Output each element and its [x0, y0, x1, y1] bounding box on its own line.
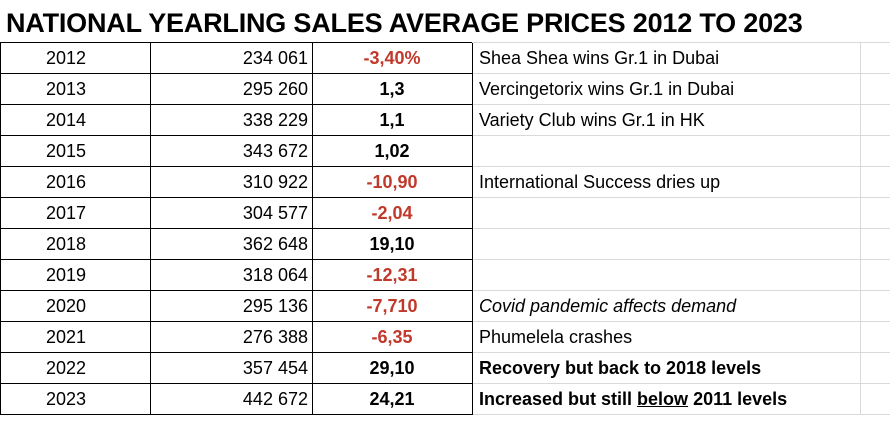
- year-cell[interactable]: 2023: [46, 389, 87, 409]
- spreadsheet-grid: 2012 234 061 -3,40% Shea Shea wins Gr.1 in …: [0, 42, 890, 415]
- faint-row-border: [472, 321, 890, 322]
- year-cell[interactable]: 2015: [46, 141, 87, 161]
- faint-row-border: [472, 166, 890, 167]
- year-cell[interactable]: 2019: [46, 265, 87, 285]
- note-cell[interactable]: Recovery but back to 2018 levels: [479, 358, 762, 378]
- row-border: [0, 414, 472, 415]
- change-cell[interactable]: -7,710: [366, 296, 418, 316]
- note-cell[interactable]: Increased but still below 2011 levels: [472, 384, 890, 414]
- table-row[interactable]: 2018 362 648 19,10: [0, 229, 890, 260]
- note-text-part: 2011 levels: [688, 389, 788, 409]
- table-row[interactable]: 2021 276 388 -6,35 Phumelela crashes: [0, 322, 890, 353]
- faint-row-border: [472, 259, 890, 260]
- year-cell[interactable]: 2020: [46, 296, 87, 316]
- change-cell[interactable]: 1,02: [374, 141, 410, 161]
- change-cell[interactable]: -3,40%: [363, 48, 421, 68]
- change-cell[interactable]: -12,31: [366, 265, 418, 285]
- average-price-cell[interactable]: 304 577: [242, 203, 308, 223]
- change-cell[interactable]: 24,21: [369, 389, 415, 409]
- average-price-cell[interactable]: 295 260: [242, 79, 308, 99]
- year-cell[interactable]: 2022: [46, 358, 87, 378]
- faint-row-border: [472, 42, 890, 43]
- year-cell[interactable]: 2021: [46, 327, 87, 347]
- year-cell[interactable]: 2016: [46, 172, 87, 192]
- row-border: [0, 104, 472, 105]
- table-row[interactable]: 2019 318 064 -12,31: [0, 260, 890, 291]
- row-border: [0, 259, 472, 260]
- column-border: [150, 43, 151, 415]
- average-price-cell[interactable]: 442 672: [242, 389, 308, 409]
- note-cell[interactable]: [472, 229, 890, 259]
- faint-row-border: [472, 352, 890, 353]
- change-cell[interactable]: -10,90: [366, 172, 418, 192]
- change-cell[interactable]: 1,3: [379, 79, 405, 99]
- column-border: [312, 43, 313, 415]
- faint-column-border: [860, 43, 861, 415]
- table-row[interactable]: 2015 343 672 1,02: [0, 136, 890, 167]
- table-row[interactable]: 2022 357 454 29,10 Recovery but back to 201…: [0, 353, 890, 384]
- change-cell[interactable]: -2,04: [371, 203, 413, 223]
- average-price-cell[interactable]: 276 388: [242, 327, 308, 347]
- faint-row-border: [472, 197, 890, 198]
- faint-row-border: [472, 414, 890, 415]
- table-row[interactable]: 2016 310 922 -10,90 International Success d…: [0, 167, 890, 198]
- table-row[interactable]: 2020 295 136 -7,710 Covid pandemic affects …: [0, 291, 890, 322]
- change-cell[interactable]: -6,35: [371, 327, 413, 347]
- faint-row-border: [472, 73, 890, 74]
- row-border: [0, 135, 472, 136]
- change-cell[interactable]: 29,10: [369, 358, 415, 378]
- faint-row-border: [472, 135, 890, 136]
- note-text-part: below: [637, 389, 689, 409]
- note-cell[interactable]: Shea Shea wins Gr.1 in Dubai: [479, 48, 720, 68]
- sheet-title: NATIONAL YEARLING SALES AVERAGE PRICES 2…: [6, 8, 803, 38]
- faint-row-border: [472, 383, 890, 384]
- row-border: [0, 73, 472, 74]
- row-border: [0, 228, 472, 229]
- faint-row-border: [472, 228, 890, 229]
- row-border: [0, 166, 472, 167]
- average-price-cell[interactable]: 362 648: [242, 234, 308, 254]
- year-cell[interactable]: 2017: [46, 203, 87, 223]
- table-row[interactable]: 2014 338 229 1,1 Variety Club wins Gr.1 in …: [0, 105, 890, 136]
- average-price-cell[interactable]: 357 454: [242, 358, 308, 378]
- average-price-cell[interactable]: 318 064: [242, 265, 308, 285]
- average-price-cell[interactable]: 310 922: [242, 172, 308, 192]
- faint-row-border: [472, 104, 890, 105]
- note-cell[interactable]: Vercingetorix wins Gr.1 in Dubai: [479, 79, 735, 99]
- year-cell[interactable]: 2014: [46, 110, 87, 130]
- column-border: [472, 43, 473, 415]
- note-cell[interactable]: Covid pandemic affects demand: [479, 296, 737, 316]
- note-cell[interactable]: [472, 198, 890, 228]
- average-price-cell[interactable]: 234 061: [242, 48, 308, 68]
- row-border: [0, 321, 472, 322]
- note-text-part: Increased but still: [479, 389, 638, 409]
- column-border: [0, 43, 1, 415]
- table-row[interactable]: 2012 234 061 -3,40% Shea Shea wins Gr.1 in …: [0, 43, 890, 74]
- row-border: [0, 290, 472, 291]
- average-price-cell[interactable]: 343 672: [242, 141, 308, 161]
- note-cell[interactable]: Phumelela crashes: [479, 327, 633, 347]
- year-cell[interactable]: 2013: [46, 79, 87, 99]
- year-cell[interactable]: 2018: [46, 234, 87, 254]
- change-cell[interactable]: 19,10: [369, 234, 415, 254]
- row-border: [0, 383, 472, 384]
- table-row[interactable]: 2017 304 577 -2,04: [0, 198, 890, 229]
- average-price-cell[interactable]: 338 229: [242, 110, 308, 130]
- faint-row-border: [472, 290, 890, 291]
- average-price-cell[interactable]: 295 136: [242, 296, 308, 316]
- change-cell[interactable]: 1,1: [379, 110, 405, 130]
- note-cell[interactable]: Variety Club wins Gr.1 in HK: [479, 110, 705, 130]
- year-cell[interactable]: 2012: [46, 48, 87, 68]
- row-border: [0, 42, 472, 43]
- row-border: [0, 352, 472, 353]
- table-row[interactable]: 2013 295 260 1,3 Vercingetorix wins Gr.1 in…: [0, 74, 890, 105]
- table-row[interactable]: 2023 442 672 24,21 Increased but still belo…: [0, 384, 890, 415]
- note-cell[interactable]: [472, 136, 890, 166]
- row-border: [0, 197, 472, 198]
- note-cell[interactable]: [472, 260, 890, 290]
- note-cell[interactable]: International Success dries up: [479, 172, 721, 192]
